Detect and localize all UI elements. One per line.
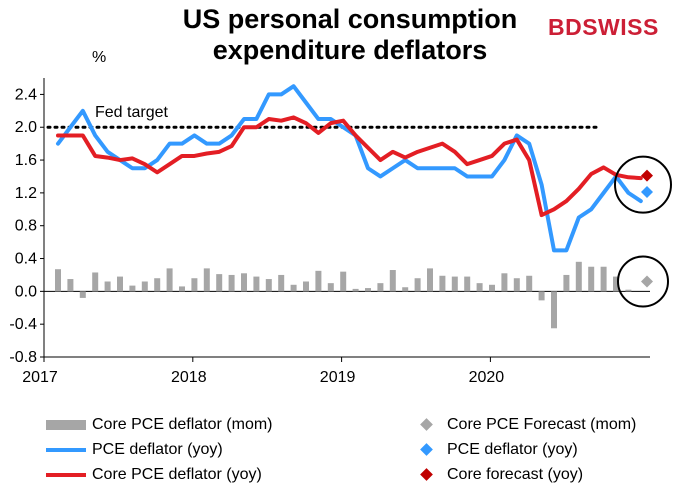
bar-core-pce-mom	[216, 274, 223, 292]
legend-diamond-swatch	[420, 468, 433, 482]
marker-core-forecast-yoy	[641, 169, 653, 182]
bar-core-pce-mom	[365, 288, 371, 292]
legend-item: Core PCE Forecast (mom)	[410, 416, 636, 434]
x-tick-label: 2018	[171, 369, 207, 386]
bar-core-pce-mom	[489, 284, 495, 292]
bar-core-pce-mom	[352, 288, 359, 292]
legend-label: Core PCE deflator (mom)	[92, 416, 273, 433]
bar-core-pce-mom	[191, 278, 198, 292]
bar-core-pce-mom	[55, 269, 61, 292]
y-tick-label: 0.4	[15, 251, 37, 268]
bar-core-pce-mom	[253, 276, 260, 292]
bar-core-pce-mom	[179, 286, 185, 292]
bar-core-pce-mom	[79, 291, 86, 298]
bar-core-pce-mom	[563, 274, 570, 292]
legend-item: PCE deflator (yoy)	[410, 441, 578, 459]
bar-core-pce-mom	[203, 268, 210, 292]
y-tick-label: -0.8	[9, 349, 37, 366]
bar-core-pce-mom	[340, 271, 347, 292]
bar-core-pce-mom	[464, 276, 471, 292]
bar-core-pce-mom	[501, 273, 508, 292]
legend-item: Core PCE deflator (yoy)	[46, 466, 262, 484]
x-tick-label: 2017	[22, 369, 58, 386]
bar-core-pce-mom	[129, 285, 136, 292]
legend-diamond-swatch	[420, 418, 433, 432]
legend-label: Core PCE deflator (yoy)	[92, 466, 262, 483]
legend-label: PCE deflator (yoy)	[92, 441, 223, 458]
forecast-circle-yoy	[614, 155, 672, 214]
marker-pce-yoy-forecast	[641, 186, 653, 199]
bar-core-pce-mom	[290, 284, 297, 292]
fed-target-label: Fed target	[95, 104, 168, 121]
legend-bar-swatch	[46, 419, 86, 430]
y-tick-label: 2.0	[15, 119, 37, 136]
bar-core-pce-mom	[588, 266, 595, 292]
bar-core-pce-mom	[278, 274, 285, 292]
bar-core-pce-mom	[551, 291, 557, 329]
y-tick-label: 0.8	[15, 218, 37, 235]
bar-core-pce-mom	[303, 281, 309, 292]
bar-core-pce-mom	[389, 270, 396, 292]
chart-title-line-1: US personal consumption	[182, 4, 518, 34]
bar-core-pce-mom	[154, 278, 161, 292]
line-pce-yoy	[56, 84, 643, 253]
legend-item: PCE deflator (yoy)	[46, 441, 223, 459]
bar-core-pce-mom	[439, 275, 446, 292]
marker-core-pce-forecast-mom	[641, 275, 653, 288]
x-tick-label: 2020	[469, 369, 505, 386]
legend-label: Core PCE Forecast (mom)	[447, 416, 637, 433]
bar-core-pce-mom	[476, 283, 483, 292]
bar-core-pce-mom	[538, 291, 545, 301]
legend-diamond-swatch	[420, 443, 433, 457]
forecast-circle-mom	[617, 255, 669, 308]
brand-logo: BDSWISS	[548, 14, 659, 40]
legend-line-swatch	[46, 447, 86, 452]
bar-core-pce-mom	[241, 273, 247, 292]
bar-core-pce-mom	[104, 281, 111, 292]
bar-core-pce-mom	[575, 261, 582, 292]
bar-core-pce-mom	[414, 278, 421, 292]
y-tick-label: 0.0	[15, 283, 37, 300]
bar-core-pce-mom	[67, 279, 74, 292]
bar-core-pce-mom	[526, 275, 533, 292]
bar-core-pce-mom	[402, 287, 409, 292]
bar-core-pce-mom	[92, 272, 99, 292]
x-tick-label: 2019	[320, 369, 356, 386]
bar-core-pce-mom	[451, 276, 458, 292]
y-tick-label: 2.4	[15, 86, 37, 103]
bar-core-pce-mom	[327, 283, 334, 292]
bar-core-pce-mom	[377, 283, 384, 292]
y-tick-label: -0.4	[9, 316, 37, 333]
legend-label: PCE deflator (yoy)	[447, 441, 578, 458]
bar-core-pce-mom	[513, 278, 520, 292]
bar-core-pce-mom	[613, 276, 619, 292]
bar-core-pce-mom	[625, 289, 632, 292]
bar-core-pce-mom	[117, 276, 123, 292]
legend-item: Core forecast (yoy)	[410, 466, 583, 484]
chart-title: US personal consumption expenditure defl…	[140, 4, 560, 66]
y-axis-label: %	[92, 49, 106, 66]
bar-core-pce-mom	[166, 268, 173, 292]
y-tick-label: 1.2	[15, 185, 37, 202]
legend-line-swatch	[46, 472, 86, 477]
legend-item: Core PCE deflator (mom)	[46, 416, 273, 434]
legend-label: Core forecast (yoy)	[447, 466, 584, 483]
y-tick-label: 1.6	[15, 152, 37, 169]
bar-core-pce-mom	[427, 268, 433, 292]
bar-core-pce-mom	[315, 270, 322, 292]
bar-core-pce-mom	[228, 274, 235, 292]
chart-title-line-2: expenditure deflators	[212, 35, 488, 65]
bar-core-pce-mom	[600, 266, 607, 292]
bar-core-pce-mom	[265, 279, 272, 292]
line-core-pce-yoy	[56, 115, 643, 218]
bar-core-pce-mom	[141, 281, 148, 292]
